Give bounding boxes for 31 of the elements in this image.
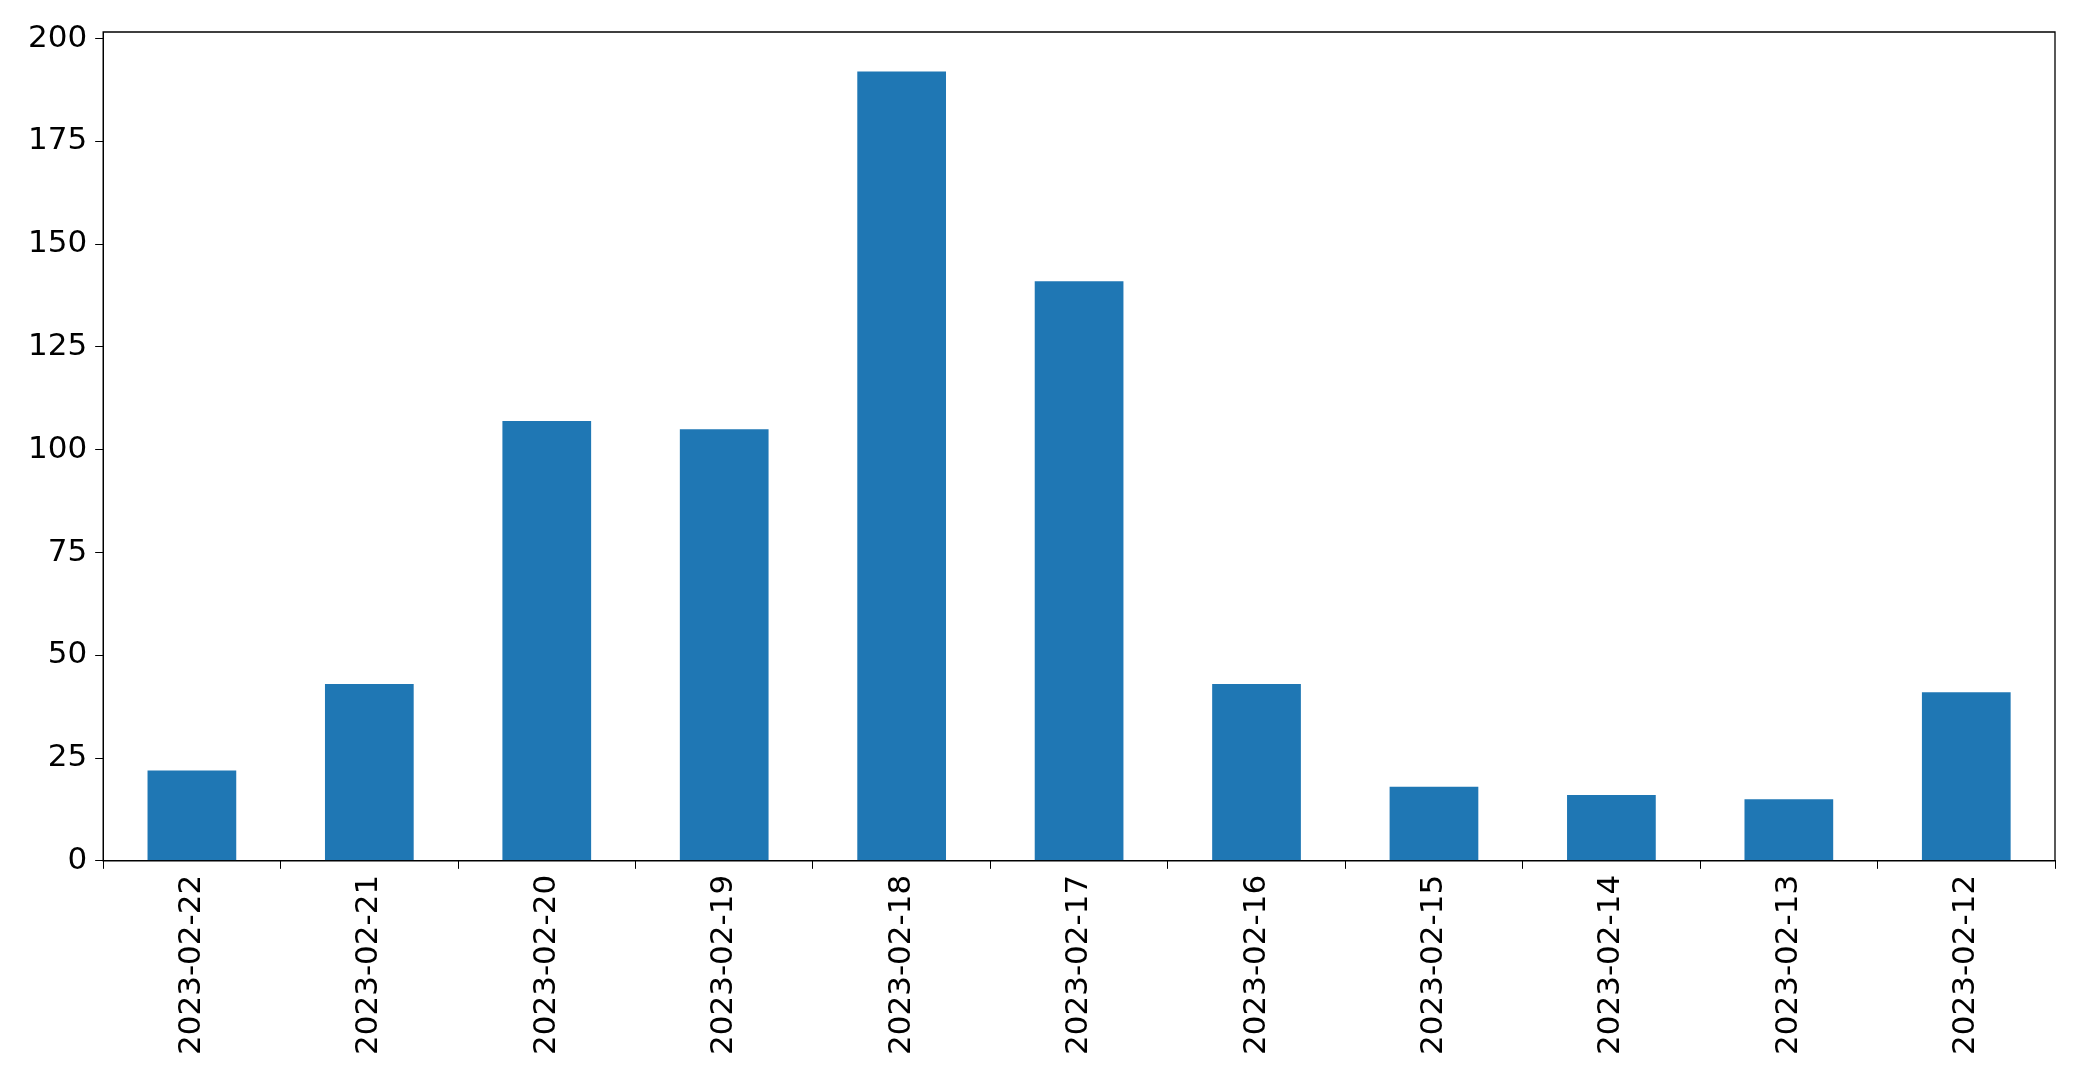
y-tick-label: 125	[28, 325, 88, 362]
bar	[1921, 692, 2011, 861]
bar	[502, 420, 592, 861]
bar	[679, 429, 769, 861]
x-tick-label: 2023-02-14	[1590, 874, 1627, 1056]
x-tick-label: 2023-02-21	[348, 874, 385, 1056]
bar	[1744, 799, 1834, 861]
y-tick-label: 175	[28, 120, 88, 157]
y-tick-label: 75	[47, 531, 88, 568]
bar	[1034, 281, 1124, 861]
x-tick-label: 2023-02-17	[1058, 874, 1095, 1056]
x-tick-label: 2023-02-22	[170, 874, 207, 1056]
x-tick-label: 2023-02-20	[525, 874, 562, 1056]
x-tick-label: 2023-02-12	[1945, 874, 1982, 1056]
bar	[1212, 684, 1301, 861]
x-tick-label: 2023-02-18	[880, 874, 917, 1056]
y-tick-label: 50	[47, 634, 88, 671]
bar	[324, 684, 414, 861]
bar	[1389, 786, 1479, 861]
bar	[857, 71, 947, 861]
x-tick-label: 2023-02-15	[1413, 874, 1450, 1056]
y-tick-label: 25	[47, 737, 88, 774]
x-tick-label: 2023-02-13	[1767, 874, 1804, 1056]
y-tick-label: 200	[28, 17, 88, 54]
x-tick-label: 2023-02-16	[1235, 874, 1272, 1056]
bar	[147, 770, 237, 861]
y-tick-label: 0	[67, 839, 88, 876]
y-tick-label: 100	[28, 428, 88, 465]
x-tick-label: 2023-02-19	[703, 874, 740, 1056]
y-tick-label: 150	[28, 223, 88, 260]
bar	[1567, 795, 1656, 861]
